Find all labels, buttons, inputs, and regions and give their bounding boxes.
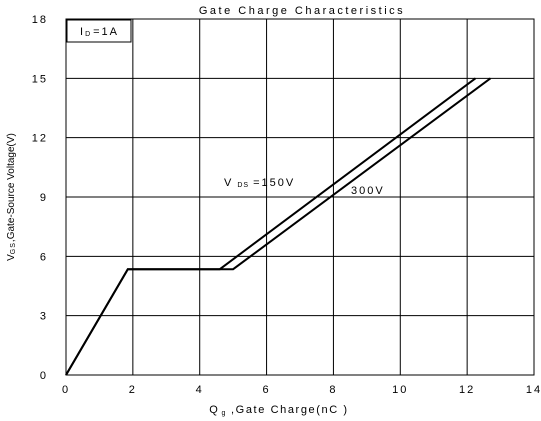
- chart-title: Gate Charge Characteristics: [199, 5, 405, 17]
- y-axis-text: ,Gate-Source Voltage(V): [6, 133, 17, 242]
- y-tick-18: 18: [32, 14, 48, 26]
- annotation-vds-symbol: V: [224, 177, 233, 189]
- x-tick-0: 0: [62, 384, 70, 396]
- x-tick-labels: 0 2 4 6 8 10 12 14: [62, 384, 541, 396]
- y-tick-3: 3: [40, 311, 48, 323]
- condition-symbol: I: [80, 26, 85, 38]
- condition-box: [66, 19, 132, 43]
- y-tick-labels: 0 3 6 9 12 15 18: [32, 14, 48, 382]
- y-tick-6: 6: [40, 251, 48, 263]
- series-line-0: [65, 77, 477, 376]
- x-tick-12: 12: [459, 384, 475, 396]
- y-tick-9: 9: [40, 192, 48, 204]
- y-axis-sub: GS: [10, 242, 17, 254]
- y-tick-15: 15: [32, 73, 48, 85]
- x-tick-14: 14: [526, 384, 541, 396]
- y-axis-symbol: V: [6, 254, 17, 261]
- series-line-1: [65, 77, 492, 376]
- annotation-vds-150v: V DS =150V: [224, 177, 295, 189]
- annotation-300v: 300V: [351, 185, 385, 197]
- condition-sub: D: [85, 31, 91, 38]
- x-axis-sub: g: [221, 410, 226, 417]
- series-lines: [65, 77, 492, 376]
- grid-lines: [66, 19, 534, 375]
- x-tick-2: 2: [129, 384, 137, 396]
- x-tick-10: 10: [392, 384, 408, 396]
- x-axis-text: ,Gate Charge(nC ): [226, 404, 348, 416]
- condition-label: ID =1A: [80, 26, 119, 38]
- plot-frame: [65, 18, 535, 376]
- x-tick-6: 6: [263, 384, 271, 396]
- x-axis-symbol: Q: [209, 404, 219, 416]
- x-tick-8: 8: [329, 384, 337, 396]
- y-axis-label: VGS,Gate-Source Voltage(V): [6, 133, 17, 261]
- annotation-vds-value: =150V: [253, 177, 295, 189]
- y-tick-12: 12: [32, 133, 48, 145]
- y-tick-0: 0: [40, 370, 48, 382]
- condition-value: =1A: [93, 26, 119, 38]
- annotation-vds-sub: DS: [237, 182, 249, 189]
- x-tick-4: 4: [196, 384, 204, 396]
